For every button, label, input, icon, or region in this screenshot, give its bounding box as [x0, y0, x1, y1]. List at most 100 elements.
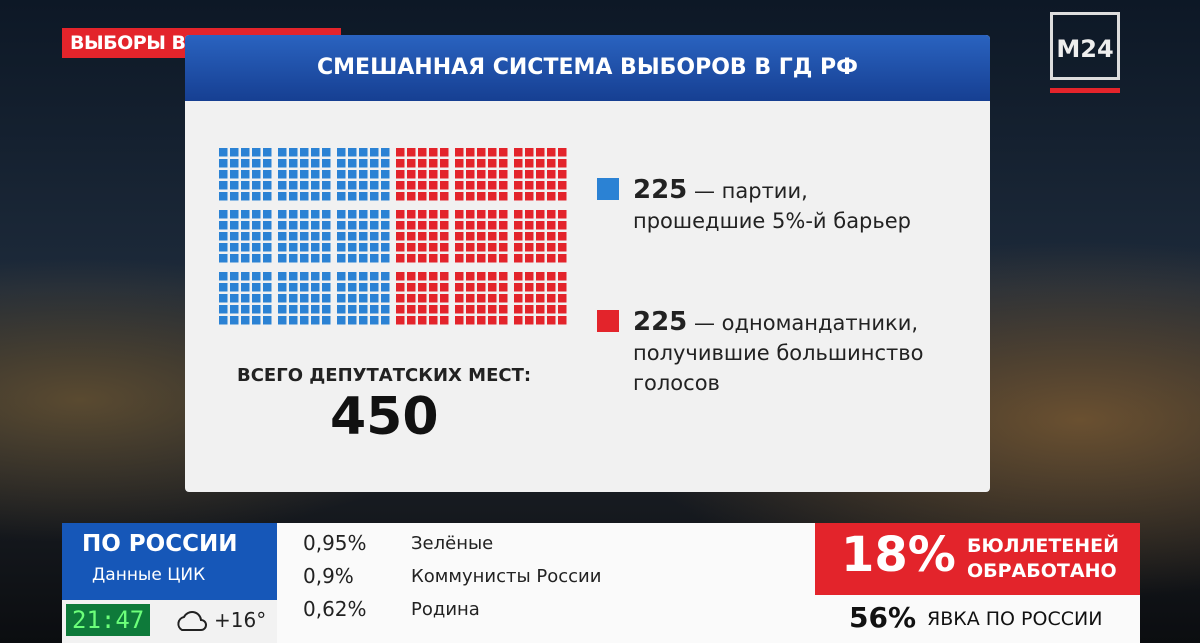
seat: [499, 283, 508, 292]
seat: [230, 243, 239, 252]
seat: [241, 181, 250, 190]
seat: [300, 294, 309, 303]
seat: [396, 254, 405, 263]
seat: [514, 192, 523, 201]
seat: [440, 221, 449, 230]
seat: [311, 192, 320, 201]
seat: [381, 170, 390, 179]
seat: [370, 210, 379, 219]
seat: [499, 181, 508, 190]
seat: [396, 283, 405, 292]
result-party: Родина: [411, 599, 480, 620]
seat: [455, 272, 464, 281]
seat: [558, 294, 567, 303]
seat: [418, 210, 427, 219]
seat: [466, 221, 475, 230]
seat: [407, 192, 416, 201]
result-pct: 0,9%: [303, 564, 354, 588]
seat: [370, 316, 379, 325]
seat: [407, 305, 416, 314]
seat: [263, 210, 272, 219]
seat: [337, 272, 346, 281]
seat: [488, 272, 497, 281]
seat: [525, 316, 534, 325]
seat: [300, 283, 309, 292]
turnout-panel: 56% ЯВКА ПО РОССИИ: [815, 595, 1140, 643]
seat: [252, 148, 261, 157]
seat: [241, 283, 250, 292]
seat: [348, 221, 357, 230]
seat: [348, 243, 357, 252]
seat: [499, 221, 508, 230]
seat: [252, 170, 261, 179]
seat: [455, 192, 464, 201]
seat: [381, 283, 390, 292]
seat: [455, 148, 464, 157]
seat: [322, 159, 331, 168]
seat: [477, 305, 486, 314]
seat: [337, 170, 346, 179]
seat: [337, 181, 346, 190]
seat: [466, 170, 475, 179]
seat: [558, 192, 567, 201]
seat: [263, 148, 272, 157]
seat: [558, 181, 567, 190]
seat: [241, 148, 250, 157]
legend-swatch: [597, 310, 619, 332]
seat: [252, 159, 261, 168]
seat: [536, 192, 545, 201]
seat: [499, 243, 508, 252]
seat: [370, 272, 379, 281]
seat: [359, 221, 368, 230]
seat: [558, 170, 567, 179]
seat: [381, 221, 390, 230]
weather-icon: [177, 611, 207, 631]
seat: [477, 232, 486, 241]
seat: [499, 210, 508, 219]
seat: [536, 221, 545, 230]
seat: [440, 181, 449, 190]
seat: [418, 316, 427, 325]
seat: [289, 192, 298, 201]
seat: [311, 232, 320, 241]
seat: [396, 181, 405, 190]
seat: [370, 181, 379, 190]
seat: [429, 283, 438, 292]
seat: [252, 283, 261, 292]
seat: [278, 159, 287, 168]
seat: [289, 181, 298, 190]
seat: [466, 148, 475, 157]
seat: [263, 316, 272, 325]
seat: [278, 283, 287, 292]
seat: [396, 243, 405, 252]
seat: [289, 210, 298, 219]
seat: [407, 210, 416, 219]
seat: [525, 243, 534, 252]
legend-swatch: [597, 178, 619, 200]
seat: [337, 210, 346, 219]
seat: [488, 159, 497, 168]
seat: [514, 283, 523, 292]
seat: [241, 272, 250, 281]
seat: [547, 159, 556, 168]
seat: [230, 170, 239, 179]
seat: [219, 192, 228, 201]
seat: [499, 170, 508, 179]
seat: [407, 254, 416, 263]
seat: [311, 294, 320, 303]
seat: [525, 221, 534, 230]
seat: [466, 159, 475, 168]
seat: [547, 316, 556, 325]
seat: [536, 232, 545, 241]
seat: [418, 192, 427, 201]
seat: [337, 221, 346, 230]
seat: [477, 148, 486, 157]
seat: [536, 159, 545, 168]
seat: [289, 294, 298, 303]
seat: [252, 316, 261, 325]
seat: [429, 181, 438, 190]
seat: [311, 254, 320, 263]
seat: [407, 316, 416, 325]
seat: [429, 232, 438, 241]
seat: [514, 181, 523, 190]
